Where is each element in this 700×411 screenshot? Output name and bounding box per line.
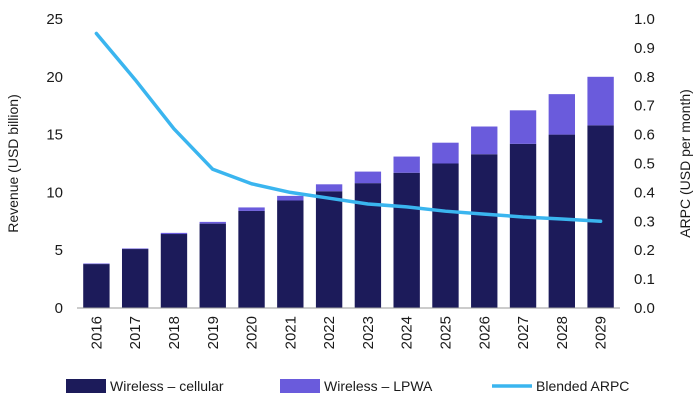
bar-wireless-lpwa-2019 [199,221,226,224]
bar-wireless-cellular-2027 [509,143,537,308]
bar-wireless-cellular-2024 [393,172,420,308]
bar-wireless-lpwa-2021 [277,195,304,201]
bars-layer [83,76,614,308]
bar-wireless-cellular-2018 [160,234,188,308]
y-right-tick-label: 0.3 [634,213,655,230]
y-right-tick-label: 0.6 [634,127,655,144]
bar-wireless-cellular-2017 [121,249,149,308]
bar-wireless-cellular-2026 [471,154,498,308]
y-right-tick-label: 0.0 [634,300,655,317]
bar-wireless-cellular-2028 [548,134,575,308]
y-right-tick-label: 0.4 [634,184,655,201]
bar-wireless-cellular-2020 [238,210,265,308]
bar-wireless-lpwa-2020 [238,207,265,211]
x-tick-label: 2029 [593,316,610,349]
x-tick-label: 2024 [399,316,416,349]
y-axis-title-right: ARPC (USD per month) [677,89,693,238]
x-tick-label: 2018 [166,316,183,349]
bar-wireless-cellular-2021 [277,200,304,308]
legend: Wireless – cellular Wireless – LPWA Blende… [66,378,629,394]
y-right-tick-label: 0.5 [634,156,655,173]
bar-wireless-cellular-2025 [432,163,459,308]
y-left-tick-label: 0 [55,300,63,317]
y-right-tick-label: 0.1 [634,271,655,288]
legend-label-wireless-lpwa: Wireless – LPWA [324,378,433,394]
bar-wireless-lpwa-2028 [548,94,575,135]
legend-swatch-wireless-lpwa [280,379,320,393]
y-left-tick-label: 10 [46,184,63,201]
bar-wireless-lpwa-2022 [315,184,343,192]
x-tick-label: 2027 [515,316,532,349]
bar-wireless-lpwa-2018 [160,232,188,235]
x-tick-label: 2023 [360,316,377,349]
bar-wireless-lpwa-2024 [393,156,420,173]
bar-wireless-cellular-2022 [315,191,343,308]
line-blended-arpc [94,31,603,224]
y-right-tick-label: 0.2 [634,242,655,259]
bar-wireless-cellular-2029 [587,125,614,308]
bar-wireless-lpwa-2016 [83,263,110,265]
x-tick-label: 2026 [476,316,493,349]
line-layer [94,31,603,224]
bar-wireless-cellular-2019 [199,223,226,308]
bar-wireless-lpwa-2029 [587,76,614,126]
x-tick-label: 2016 [88,316,105,349]
x-tick-label: 2028 [554,316,571,349]
bar-wireless-lpwa-2026 [471,126,498,155]
bar-wireless-lpwa-2027 [509,110,537,144]
legend-label-blended-arpc: Blended ARPC [536,378,629,394]
y-left-tick-label: 15 [46,127,63,144]
y-right-tick-label: 0.7 [634,98,655,115]
x-tick-label: 2025 [437,316,454,349]
bar-wireless-lpwa-2023 [354,171,382,184]
y-left-tick-label: 5 [55,242,63,259]
legend-label-wireless-cellular: Wireless – cellular [110,378,224,394]
x-tick-label: 2020 [244,316,261,349]
y-left-tick-label: 20 [46,69,63,86]
x-tick-label: 2019 [205,316,222,349]
x-tick-label: 2021 [282,316,299,349]
y-right-tick-label: 0.8 [634,69,655,86]
axis-layer: 2016 2017 2018 2019 2020 2021 2022 2023 2024 2025… [5,11,693,349]
bar-wireless-cellular-2016 [83,264,110,308]
x-tick-label: 2017 [127,316,144,349]
bar-wireless-lpwa-2025 [432,142,459,164]
y-right-tick-label: 1.0 [634,11,655,28]
y-axis-title-left: Revenue (USD billion) [5,94,21,233]
x-tick-label: 2022 [321,316,338,349]
legend-swatch-wireless-cellular [66,379,106,393]
bar-wireless-lpwa-2017 [121,248,149,250]
y-left-tick-label: 25 [46,11,63,28]
y-right-tick-label: 0.9 [634,40,655,57]
